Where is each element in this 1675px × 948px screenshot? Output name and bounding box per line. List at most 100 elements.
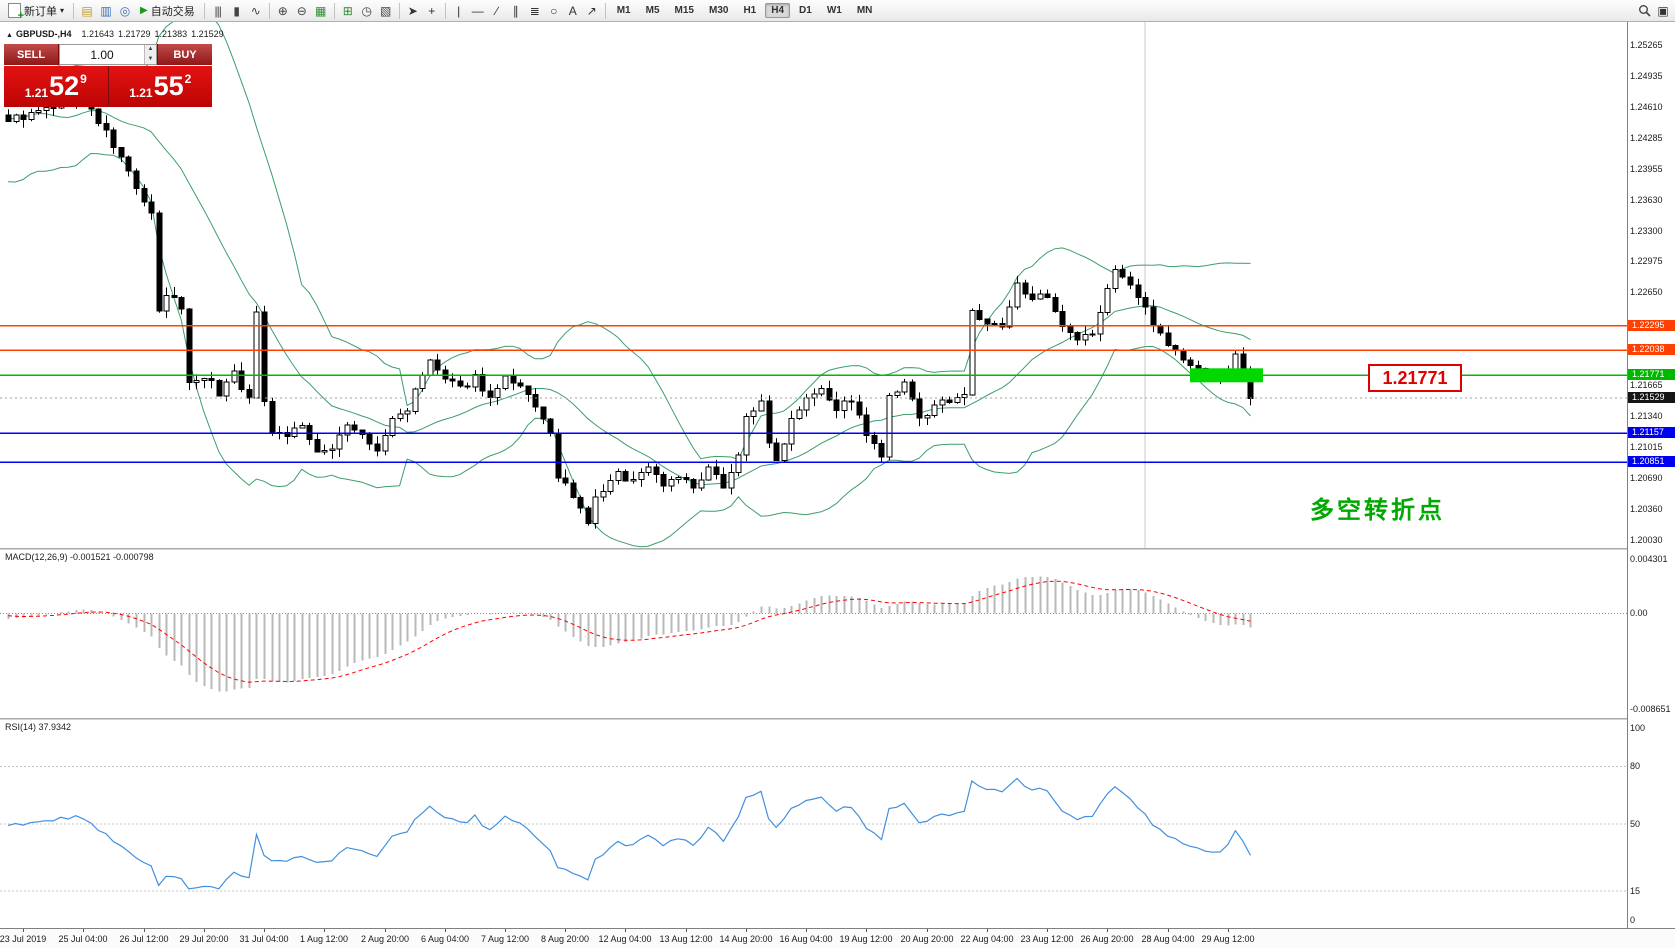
timeframe-m5[interactable]: M5 [645, 5, 660, 16]
price-tick-label: 1.23955 [1630, 164, 1663, 174]
time-label: 14 Aug 20:00 [719, 934, 773, 944]
buy-price[interactable]: 1.21 55 2 [108, 66, 212, 107]
time-axis-tick [987, 929, 988, 932]
toolbar-separator [333, 2, 335, 19]
timeframe-m1[interactable]: M1 [616, 5, 631, 16]
sell-price[interactable]: 1.21 52 9 [4, 66, 108, 107]
collapse-panel-icon[interactable]: ▲ [6, 32, 13, 39]
macd-panel-canvas[interactable] [0, 550, 1627, 718]
time-label: 12 Aug 04:00 [598, 934, 652, 944]
profile-icon[interactable]: ▤ [81, 3, 93, 18]
ohlc-open: 1.21643 [81, 29, 114, 39]
templates-icon[interactable]: ▧ [380, 3, 392, 18]
time-label: 23 Jul 2019 [0, 934, 47, 944]
ohlc-low: 1.21383 [154, 29, 188, 39]
time-axis-tick [83, 929, 84, 932]
time-label: 26 Aug 20:00 [1080, 934, 1134, 944]
fibonacci-icon[interactable]: ≣ [529, 3, 540, 18]
time-axis-tick [324, 929, 325, 932]
buy-price-sup: 2 [184, 72, 192, 86]
window-icon[interactable]: ▣ [1657, 3, 1669, 18]
time-axis-tick [1107, 929, 1108, 932]
time-label: 26 Jul 12:00 [119, 934, 169, 944]
new-order-icon [8, 3, 24, 22]
time-axis[interactable]: 23 Jul 2019 25 Jul 04:00 26 Jul 12:00 29 Ju… [0, 928, 1675, 948]
timeframe-d1[interactable]: D1 [799, 5, 812, 16]
panel-splitter[interactable] [0, 718, 1675, 720]
volume-input[interactable]: 1.00 ▲ ▼ [59, 44, 157, 65]
time-axis-tick [1047, 929, 1048, 932]
bar-chart-icon[interactable]: ||| [214, 3, 222, 18]
price-tick-label: 1.25265 [1630, 40, 1663, 50]
sell-price-sup: 9 [80, 72, 87, 86]
time-axis-tick [264, 929, 265, 932]
toolbar-separator [73, 2, 75, 19]
rsi-scale-label: 50 [1630, 819, 1641, 829]
horizontal-line-icon[interactable]: — [471, 3, 484, 18]
vertical-line-icon[interactable]: | [457, 3, 461, 18]
time-axis-tick [1228, 929, 1229, 932]
time-label: 28 Aug 04:00 [1141, 934, 1195, 944]
timeframe-h1[interactable]: H1 [743, 5, 757, 16]
main-chart-canvas[interactable] [0, 22, 1627, 548]
text-icon[interactable]: A [568, 3, 577, 18]
crosshair-icon[interactable]: + [428, 3, 436, 18]
market-watch-icon[interactable]: ▥ [100, 3, 112, 18]
channel-icon[interactable]: ∥ [512, 3, 519, 18]
zoom-in-icon[interactable]: ⊕ [277, 3, 288, 18]
toolbar-separator [203, 2, 205, 19]
time-axis-tick [445, 929, 446, 932]
price-tick-label: 1.24935 [1630, 71, 1663, 81]
timeframe-m30[interactable]: M30 [708, 5, 729, 16]
arrows-icon[interactable]: ↗ [586, 3, 597, 18]
price-tick-label: 1.23630 [1630, 195, 1663, 205]
toolbar-separator [604, 2, 606, 19]
panel-splitter[interactable] [0, 548, 1675, 550]
toolbar-separator [398, 2, 400, 19]
periods-icon[interactable]: ◷ [361, 3, 372, 18]
timeframe-h4[interactable]: H4 [765, 3, 791, 18]
rsi-panel-canvas[interactable] [0, 720, 1627, 928]
time-label: 16 Aug 04:00 [779, 934, 833, 944]
trendline-icon[interactable]: ∕ [495, 3, 498, 18]
price-tick-label: 1.20030 [1630, 535, 1663, 545]
line-chart-icon[interactable]: ∿ [250, 3, 261, 18]
cursor-icon[interactable]: ➤ [407, 3, 418, 18]
navigator-icon[interactable]: ◎ [119, 3, 131, 18]
time-label: 20 Aug 20:00 [900, 934, 954, 944]
indicators-icon[interactable]: ⊞ [342, 3, 353, 18]
timeframe-mn[interactable]: MN [856, 5, 873, 16]
time-label: 31 Jul 04:00 [239, 934, 289, 944]
one-click-trading-panel: SELL 1.00 ▲ ▼ BUY 1.21 52 9 1.21 55 2 [4, 44, 212, 107]
new-order-button[interactable]: 新订单▾ [3, 2, 69, 22]
candlestick-icon[interactable]: ▮ [233, 3, 241, 18]
tile-windows-icon[interactable]: ▦ [315, 3, 327, 18]
time-axis-tick [625, 929, 626, 932]
annotation-text: 多空转折点 [1310, 497, 1445, 524]
toolbar: 新订单▾ ▤ ▥ ◎ ▶自动交易 ||| ▮ ∿ ⊕ ⊖ ▦ ⊞ ◷ ▧ ➤ + | — ∕ ∥ ≣ ○ A ↗ M1 M5 M15… [0, 0, 1675, 22]
shapes-icon[interactable]: ○ [550, 3, 558, 18]
time-axis-tick [1168, 929, 1169, 932]
sell-button[interactable]: SELL [4, 44, 58, 65]
buy-button[interactable]: BUY [158, 44, 212, 65]
price-callout: 1.21771 [1368, 364, 1462, 392]
rsi-scale-label: 80 [1630, 761, 1641, 771]
autotrade-button[interactable]: ▶ 自动交易 [140, 5, 195, 18]
buy-price-prefix: 1.21 [129, 86, 153, 100]
price-tick-label: 1.22975 [1630, 256, 1663, 266]
price-line-label: 1.22038 [1628, 344, 1675, 355]
volume-down-button[interactable]: ▼ [145, 54, 156, 64]
time-label: 13 Aug 12:00 [659, 934, 713, 944]
time-axis-tick [686, 929, 687, 932]
timeframe-w1[interactable]: W1 [826, 5, 842, 16]
price-line-label: 1.21529 [1628, 392, 1675, 403]
rsi-indicator-label: RSI(14) 37.9342 [5, 722, 72, 732]
volume-up-button[interactable]: ▲ [145, 45, 156, 55]
timeframe-m15[interactable]: M15 [674, 5, 694, 16]
time-axis-tick [204, 929, 205, 932]
time-axis-tick [144, 929, 145, 932]
zoom-out-icon[interactable]: ⊖ [296, 3, 307, 18]
search-icon[interactable] [1635, 2, 1653, 20]
price-axis[interactable]: 1.25265 1.24935 1.24610 1.24285 1.23955 1.236… [1627, 22, 1675, 948]
rsi-scale-label: 15 [1630, 886, 1641, 896]
